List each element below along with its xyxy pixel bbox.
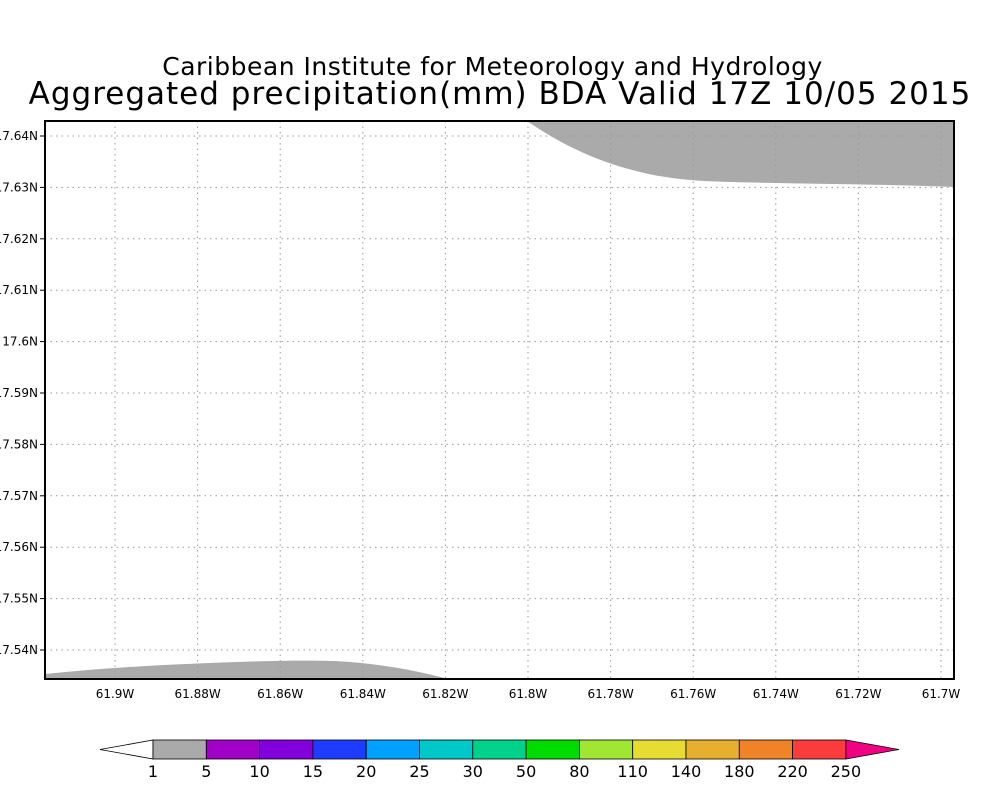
colorbar-swatch — [579, 739, 634, 760]
colorbar-low-arrow — [99, 739, 154, 760]
latitude-label: 17.61N — [0, 283, 38, 297]
colorbar-label: 250 — [831, 762, 862, 781]
latitude-label: 17.64N — [0, 129, 38, 143]
longitude-label: 61.78W — [587, 687, 633, 701]
map-subtitle: Aggregated precipitation(mm) BDA Valid 1… — [28, 76, 972, 112]
colorbar-swatch — [365, 739, 420, 760]
colorbar-label: 180 — [724, 762, 755, 781]
longitude-label: 61.82W — [422, 687, 468, 701]
grid-lines — [45, 121, 954, 679]
colorbar-swatch — [312, 739, 367, 760]
map-title: Caribbean Institute for Meteorology and … — [162, 52, 823, 81]
colorbar-label: 25 — [409, 762, 429, 781]
latitude-label: 17.56N — [0, 540, 38, 554]
longitude-label: 61.72W — [835, 687, 881, 701]
colorbar-label: 5 — [201, 762, 211, 781]
latitude-label: 17.59N — [0, 386, 38, 400]
precip-region-northeast — [527, 121, 954, 187]
colorbar-swatch — [525, 739, 580, 760]
precip-region-southwest — [45, 660, 448, 679]
colorbar-label: 20 — [356, 762, 376, 781]
colorbar-label: 110 — [617, 762, 648, 781]
colorbar-swatch — [152, 739, 207, 760]
longitude-label: 61.84W — [340, 687, 386, 701]
colorbar-label: 80 — [569, 762, 589, 781]
colorbar-high-arrow — [845, 739, 899, 760]
longitude-label: 61.86W — [257, 687, 303, 701]
colorbar-label: 220 — [777, 762, 808, 781]
latitude-label: 17.58N — [0, 437, 38, 451]
longitude-label: 61.88W — [174, 687, 220, 701]
colorbar-swatch — [792, 739, 847, 760]
colorbar-label: 140 — [671, 762, 702, 781]
longitude-label: 61.76W — [670, 687, 716, 701]
colorbar: 1 5 10 15 20 25 30 50 80 110 140 180 220 250 — [99, 739, 899, 781]
latitude-label: 17.54N — [0, 643, 38, 657]
longitude-label: 61.7W — [922, 687, 961, 701]
colorbar-swatch — [685, 739, 740, 760]
colorbar-label: 30 — [463, 762, 483, 781]
longitude-label: 61.8W — [509, 687, 548, 701]
latitude-label: 17.62N — [0, 232, 38, 246]
colorbar-label: 50 — [516, 762, 536, 781]
longitude-label: 61.74W — [753, 687, 799, 701]
plot-frame — [44, 120, 955, 680]
colorbar-swatch — [632, 739, 687, 760]
longitude-label: 61.9W — [96, 687, 135, 701]
latitude-label: 17.6N — [2, 335, 38, 349]
colorbar-label: 15 — [303, 762, 323, 781]
colorbar-swatch — [738, 739, 793, 760]
colorbar-label: 1 — [148, 762, 158, 781]
colorbar-label: 10 — [249, 762, 269, 781]
colorbar-swatch — [472, 739, 527, 760]
latitude-label: 17.55N — [0, 592, 38, 606]
latitude-label: 17.63N — [0, 180, 38, 194]
colorbar-swatch — [419, 739, 474, 760]
latitude-label: 17.57N — [0, 489, 38, 503]
longitude-labels: 61.9W 61.88W 61.86W 61.84W 61.82W 61.8W 61.78W… — [96, 687, 961, 701]
colorbar-swatch — [205, 739, 261, 760]
latitude-labels: 17.54N 17.55N 17.56N 17.57N 17.58N 17.59N 17.6… — [0, 129, 45, 657]
colorbar-swatch — [259, 739, 314, 760]
